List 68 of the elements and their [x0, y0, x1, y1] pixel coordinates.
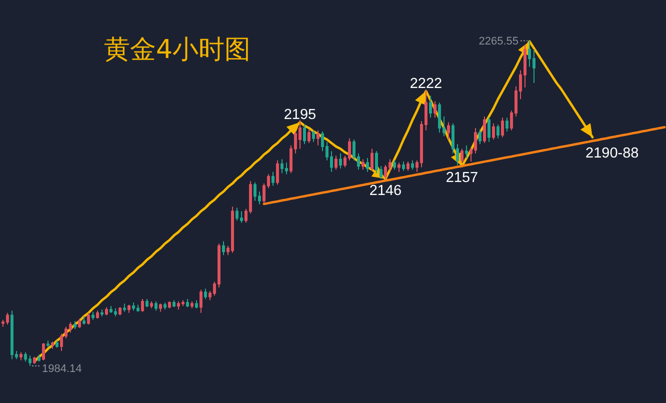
candlestick	[460, 148, 464, 164]
candlestick	[406, 161, 410, 172]
annotation: 2195	[284, 107, 316, 124]
candlestick	[123, 303, 126, 312]
candlestick	[51, 341, 54, 350]
candlestick	[496, 124, 500, 139]
candlestick	[366, 158, 369, 172]
candlestick	[150, 300, 153, 309]
candlestick	[168, 300, 171, 309]
candlestick	[402, 161, 405, 172]
candlestick	[186, 298, 189, 308]
candlestick	[87, 312, 90, 325]
candlestick	[447, 122, 450, 140]
candlestick	[483, 116, 486, 144]
candlestick	[393, 160, 396, 170]
candlestick	[429, 95, 432, 118]
candlestick	[370, 148, 374, 172]
candlestick	[190, 300, 194, 309]
candlestick	[78, 318, 81, 328]
candlestick	[312, 130, 315, 142]
candlestick	[398, 162, 400, 172]
candlestick	[339, 152, 342, 169]
candlestick	[33, 356, 36, 364]
annotation: 1984.14	[42, 362, 82, 375]
candlestick	[501, 117, 504, 138]
candlestick	[128, 304, 130, 314]
candlestick	[118, 306, 122, 316]
candlestick	[74, 320, 76, 330]
candlestick	[222, 240, 225, 256]
candlestick	[154, 300, 158, 312]
candlestick	[20, 352, 22, 361]
chart-title: 黄金4小时图	[104, 35, 251, 65]
candlestick	[362, 158, 364, 170]
candlestick	[42, 342, 45, 361]
annotation: 2157	[446, 170, 478, 186]
candlestick	[308, 128, 310, 144]
candlestick	[411, 160, 414, 170]
candlestick	[105, 306, 108, 316]
candlestick	[141, 298, 144, 312]
candlestick	[316, 130, 320, 146]
candlestick	[38, 354, 40, 362]
candlestick	[92, 311, 94, 320]
candlestick	[146, 298, 148, 308]
candlestick	[204, 288, 207, 300]
candlestick	[82, 316, 86, 325]
candlestick	[159, 303, 162, 312]
annotation: 2190-88	[586, 145, 639, 162]
candlestick	[478, 128, 482, 145]
candlestick	[164, 302, 166, 310]
candlestick	[200, 289, 202, 314]
candlestick	[488, 117, 490, 142]
candlestick	[492, 122, 495, 140]
candlestick	[195, 300, 198, 309]
candlestick	[276, 160, 279, 186]
candlestick	[56, 340, 58, 348]
candlestick	[465, 144, 468, 159]
candlestick	[100, 308, 104, 317]
candlestick	[303, 124, 306, 145]
annotation: 2146	[369, 182, 402, 199]
candlestick	[334, 155, 338, 170]
candlestick	[272, 171, 274, 186]
candlestick	[172, 300, 176, 308]
annotation: 2265.55	[478, 36, 518, 48]
candlestick	[46, 340, 50, 348]
candlestick	[506, 117, 508, 132]
candlestick	[434, 100, 436, 118]
candlestick	[96, 310, 99, 320]
annotation: 2222	[410, 76, 442, 92]
